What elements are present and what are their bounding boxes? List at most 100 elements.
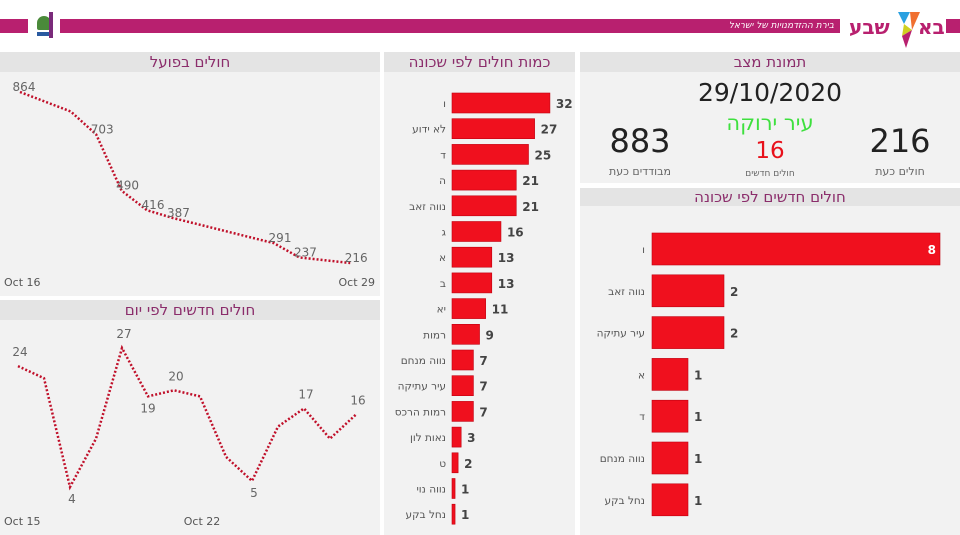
- category-label: נאות לון: [410, 432, 446, 444]
- category-label: עיר עתיקה: [597, 328, 645, 340]
- category-label: ג: [442, 227, 447, 239]
- x-tick-label: Oct 15: [4, 515, 41, 528]
- x-tick-label: Oct 22: [184, 515, 221, 528]
- beer-sheva-logo: שבע בא: [848, 8, 944, 48]
- data-label: 291: [269, 231, 292, 245]
- bar: [651, 399, 689, 433]
- bar: [651, 483, 689, 517]
- value-label: 16: [507, 226, 524, 240]
- bar: [451, 246, 493, 268]
- value-label: 1: [694, 410, 702, 424]
- bar: [651, 232, 941, 266]
- logo-text-sheva: שבע: [849, 15, 890, 39]
- category-label: נווה מנחם: [401, 355, 446, 367]
- value-label: 7: [479, 380, 487, 394]
- bar: [451, 503, 456, 525]
- category-label: ד: [639, 411, 645, 423]
- data-label: 416: [142, 198, 165, 212]
- panel-title: חולים חדשים לפי יום: [0, 300, 380, 320]
- status-date: 29/10/2020: [697, 78, 843, 107]
- bar: [651, 316, 725, 349]
- value-label: 1: [694, 368, 702, 382]
- value-label: 11: [492, 303, 509, 317]
- bar: [451, 452, 459, 474]
- value-label: 27: [541, 123, 558, 137]
- bar: [451, 323, 480, 345]
- bar: [451, 298, 486, 319]
- data-label: 20: [168, 369, 183, 383]
- category-label: ב: [440, 278, 446, 290]
- status-panel: תמונת מצב 29/10/2020 עיר ירוקה 16 חולים …: [580, 52, 960, 183]
- category-label: נחל בקע: [605, 495, 645, 507]
- daily-new-chart: 24 4 27 19 20 5 17 16 Oct 15 Oct 22: [4, 327, 366, 528]
- x-tick-label: Oct 29: [338, 276, 375, 289]
- x-tick-label: Oct 16: [4, 276, 41, 289]
- neighborhood-totals-panel: כמות חולים לפי שכונה ו 32 לא ידוע 27 ד 25 ה 21 נ…: [384, 52, 575, 535]
- value-label: 21: [522, 174, 539, 188]
- data-label: 387: [167, 206, 190, 220]
- daily-new-panel: חולים חדשים לפי יום 24 4 27 19 20 5 17 16 Oct 15…: [0, 300, 380, 535]
- data-label: 490: [116, 179, 139, 193]
- value-label: 2: [464, 457, 472, 471]
- value-label: 1: [694, 452, 702, 466]
- category-label: ו: [642, 244, 645, 256]
- bar: [451, 195, 517, 217]
- category-label: לא ידוע: [412, 124, 446, 136]
- value-label: 1: [461, 483, 469, 497]
- category-label: נווה מנחם: [600, 453, 645, 465]
- category-label: רמות הרכס: [395, 406, 446, 418]
- category-label: נחל בקע: [406, 509, 446, 521]
- bar: [451, 169, 517, 191]
- header-banner: בירת ההזדמנויות של ישראל: [60, 19, 840, 33]
- bar: [451, 375, 474, 397]
- bar: [451, 349, 474, 371]
- bar: [451, 221, 502, 242]
- data-label: 16: [350, 393, 365, 407]
- municipality-emblem-icon: [35, 12, 55, 38]
- value-label: 25: [535, 148, 552, 162]
- bar: [451, 426, 462, 448]
- header-stripe-left: [0, 19, 28, 33]
- category-label: ט: [439, 458, 446, 470]
- data-label: 24: [12, 345, 27, 359]
- data-label: 27: [116, 327, 131, 341]
- header-tagline: בירת ההזדמנויות של ישראל: [728, 21, 834, 31]
- data-label: 5: [250, 486, 258, 500]
- bar: [651, 274, 725, 308]
- new-by-neighborhood-chart: ו 8 נווה זאב 2 עיר עתיקה 2 א 1 ד 1 נווה מנחם 1 נחל ב…: [597, 232, 941, 517]
- value-label: 2: [730, 285, 738, 299]
- value-label: 7: [479, 354, 487, 368]
- new-cases-value: 16: [755, 138, 785, 164]
- value-label: 1: [461, 508, 469, 522]
- active-patients-panel: חולים בפועל 864 703 490 416 387 291 237 216 Oct …: [0, 52, 380, 296]
- category-label: ד: [440, 149, 446, 161]
- data-line: [19, 90, 351, 265]
- bar: [451, 401, 474, 422]
- value-label: 9: [486, 328, 494, 342]
- category-label: נווה נוי: [416, 484, 446, 496]
- category-label: א: [638, 369, 645, 381]
- value-label: 13: [498, 251, 515, 265]
- category-label: יא: [437, 304, 446, 316]
- bar: [451, 272, 493, 294]
- value-label: 13: [498, 277, 515, 291]
- isolated-value: 883: [609, 122, 671, 160]
- category-label: עיר עתיקה: [398, 381, 446, 393]
- category-label: רמות: [423, 329, 446, 341]
- panel-title: תמונת מצב: [580, 52, 960, 72]
- data-label: 703: [91, 122, 114, 136]
- value-label: 8: [928, 243, 936, 257]
- data-label: 4: [68, 492, 76, 506]
- category-label: נווה זאב: [608, 286, 645, 298]
- value-label: 1: [694, 494, 702, 508]
- isolated-label: מבודדים כעת: [608, 165, 672, 178]
- data-label: 19: [140, 401, 155, 415]
- data-label: 17: [298, 387, 313, 401]
- bar: [651, 441, 689, 475]
- panel-title: כמות חולים לפי שכונה: [384, 52, 575, 72]
- active-label: חולים כעת: [875, 165, 925, 178]
- category-label: א: [439, 252, 446, 264]
- category-label: נווה זאב: [409, 201, 446, 213]
